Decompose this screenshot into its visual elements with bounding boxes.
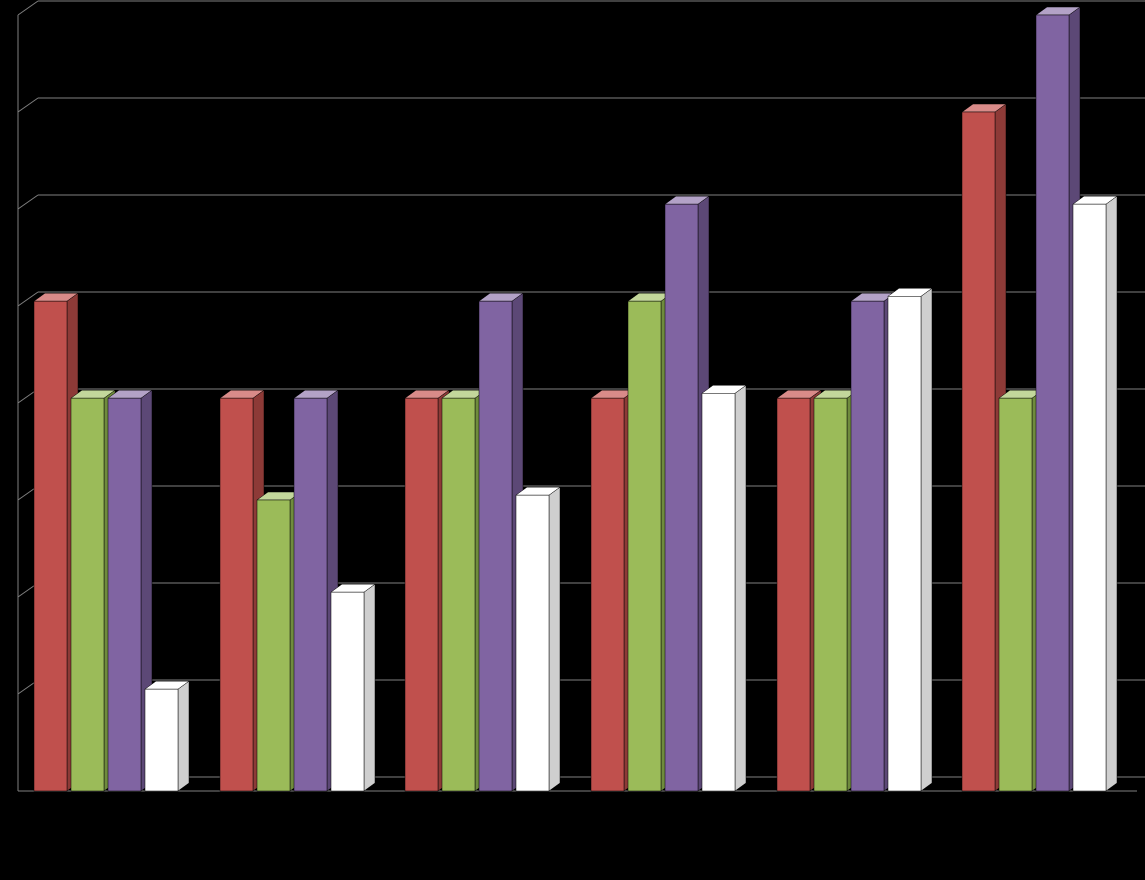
bar-front <box>331 592 364 791</box>
bar-front <box>851 301 884 791</box>
bar-front <box>888 296 921 791</box>
bar-front <box>814 398 847 791</box>
bar-front <box>257 500 290 791</box>
bar-front <box>405 398 438 791</box>
bar-front <box>1073 204 1106 791</box>
bar-front <box>999 398 1032 791</box>
bar-front <box>591 398 624 791</box>
bar-front <box>108 398 141 791</box>
bar-front <box>220 398 253 791</box>
bar-front <box>294 398 327 791</box>
bar-front <box>1036 15 1069 791</box>
bar-front <box>702 393 735 791</box>
bar-front <box>479 301 512 791</box>
bar-chart <box>0 0 1145 875</box>
bar-side <box>549 487 560 791</box>
bar-side <box>1106 196 1117 791</box>
bar-side <box>364 584 375 791</box>
bar-front <box>442 398 475 791</box>
chart-svg <box>0 0 1145 875</box>
bar-front <box>777 398 810 791</box>
bar-front <box>628 301 661 791</box>
bar-front <box>34 301 67 791</box>
bar-front <box>665 204 698 791</box>
bar-side <box>178 681 189 791</box>
bar-front <box>71 398 104 791</box>
bar-front <box>145 689 178 791</box>
bar-front <box>962 112 995 791</box>
bar-side <box>921 288 932 791</box>
bar-side <box>735 385 746 791</box>
bar-front <box>516 495 549 791</box>
